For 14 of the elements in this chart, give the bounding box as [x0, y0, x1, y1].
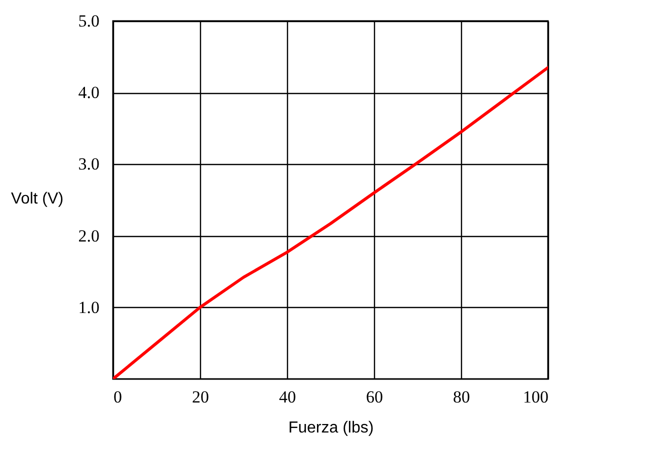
y-tick-label: 1.0 [78, 298, 100, 317]
line-series [113, 66, 548, 379]
y-tick-label: 5.0 [78, 12, 100, 30]
y-tick-label: 3.0 [78, 154, 100, 174]
x-tick-label: 80 [453, 388, 470, 406]
x-tick-label: 60 [366, 388, 383, 406]
x-tick-label: 0 [114, 388, 122, 406]
x-tick-label: 40 [279, 388, 296, 406]
x-tick-label: 100 [523, 388, 548, 406]
y-tick-label: 4.0 [78, 83, 100, 102]
y-tick-label: 2.0 [78, 226, 100, 246]
x-tick-label: 20 [192, 388, 209, 406]
y-axis-title: Volt (V) [11, 190, 64, 208]
x-axis-title: Fuerza (lbs) [288, 420, 374, 436]
